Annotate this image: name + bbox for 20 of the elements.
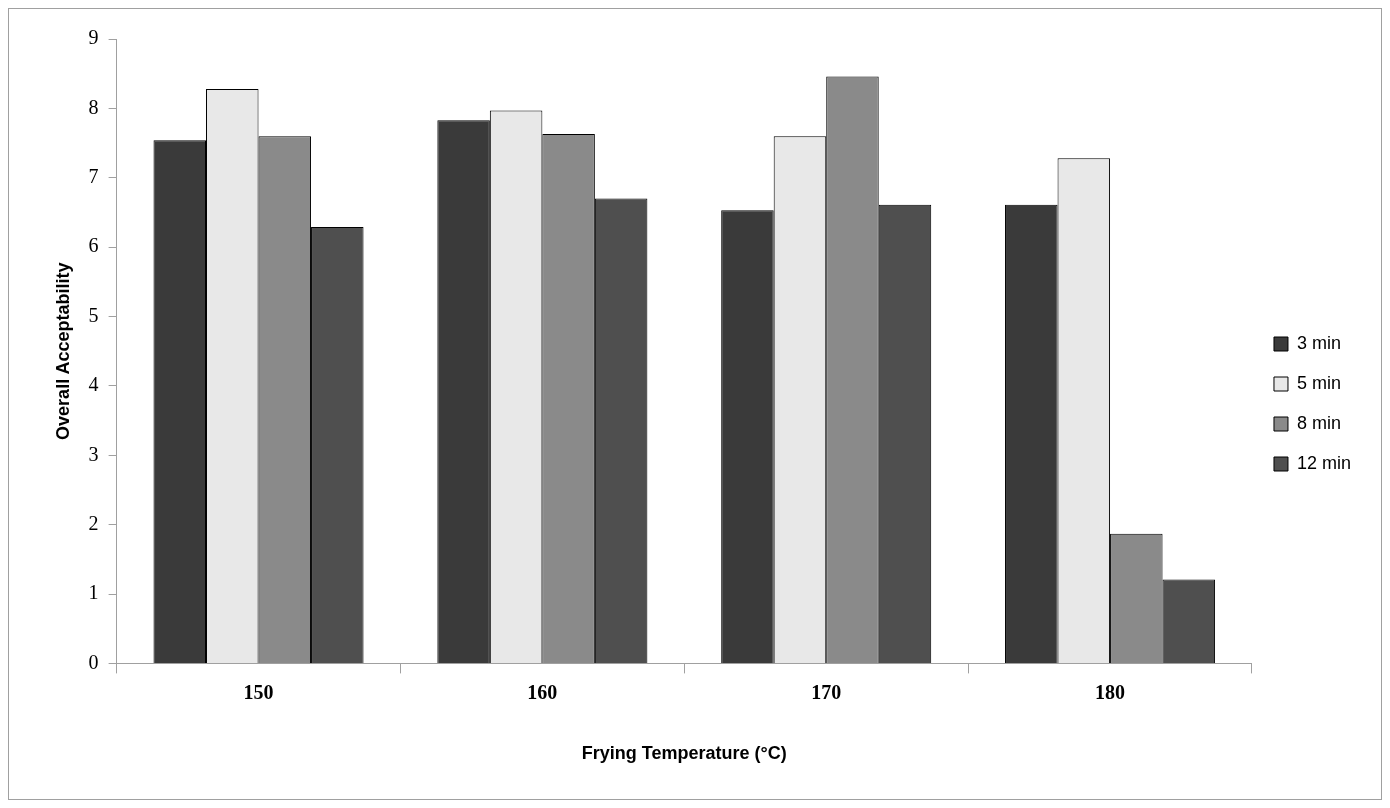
x-tick-label: 180 — [1095, 680, 1126, 703]
y-tick-label: 3 — [88, 442, 99, 465]
x-tick-label: 170 — [811, 680, 842, 703]
y-tick-label: 9 — [88, 26, 99, 49]
y-tick-label: 1 — [88, 581, 99, 604]
y-tick-label: 2 — [88, 511, 99, 534]
legend-label: 5 min — [1296, 372, 1341, 393]
legend-label: 3 min — [1296, 332, 1341, 353]
y-axis-title: Overall Acceptability — [52, 262, 73, 440]
x-tick-label: 160 — [527, 680, 558, 703]
x-tick-label: 150 — [243, 680, 274, 703]
y-tick-label: 0 — [88, 650, 99, 673]
y-tick-label: 7 — [88, 165, 99, 188]
legend-label: 8 min — [1296, 412, 1341, 433]
legend-label: 12 min — [1296, 452, 1351, 473]
y-tick-label: 4 — [88, 373, 99, 396]
x-axis-title: Frying Temperature (°C) — [581, 743, 787, 764]
y-tick-label: 8 — [88, 95, 99, 118]
y-tick-label: 6 — [88, 234, 99, 257]
y-tick-label: 5 — [88, 303, 99, 326]
